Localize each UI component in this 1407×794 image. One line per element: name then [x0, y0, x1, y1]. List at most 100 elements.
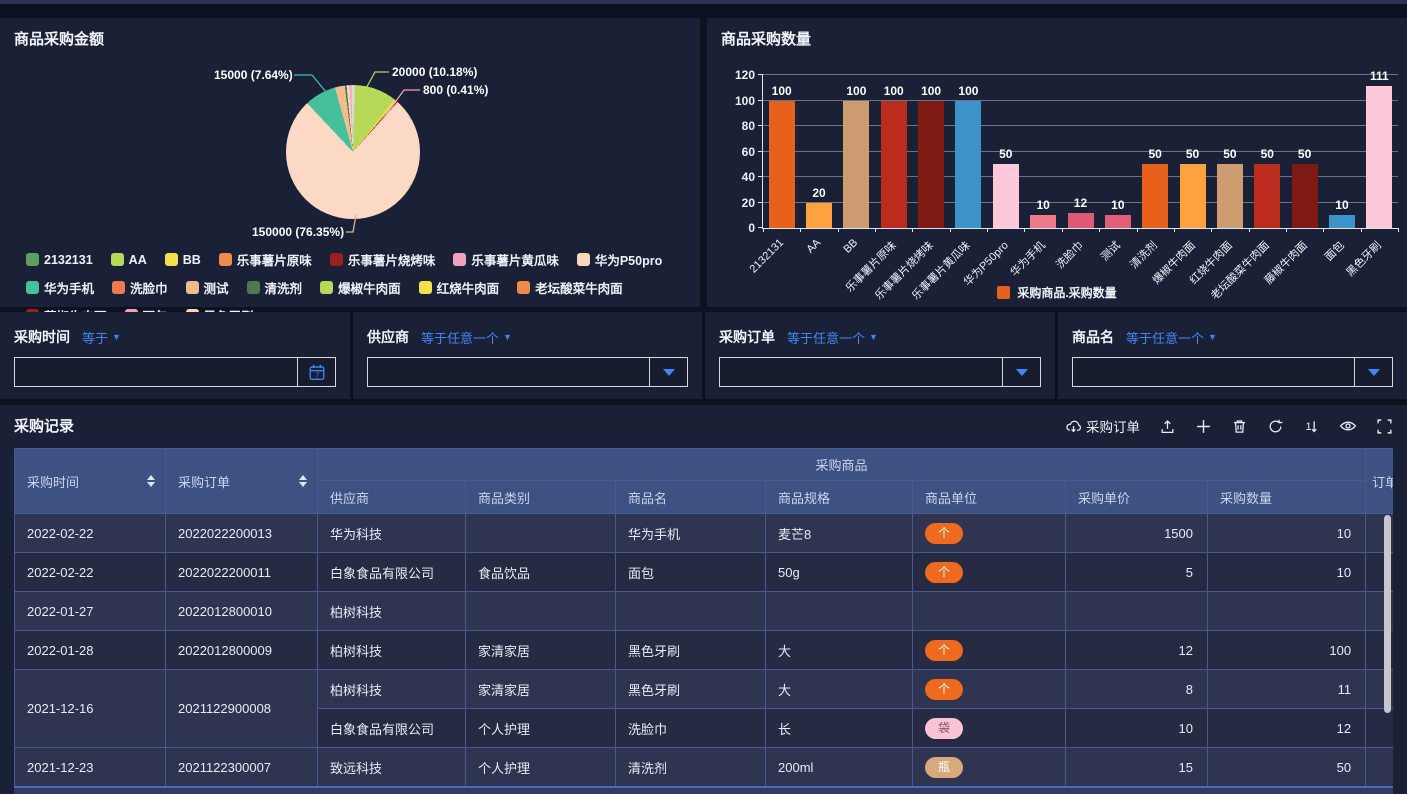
filter-operator-dropdown[interactable]: 等于任意一个 ▼: [787, 330, 878, 346]
cell-supplier: 华为科技: [317, 513, 466, 553]
svg-text:7: 7: [315, 371, 319, 380]
calendar-button[interactable]: 7: [297, 358, 335, 386]
legend-item-老坛酸菜牛肉面[interactable]: 老坛酸菜牛肉面: [517, 278, 623, 297]
export-button[interactable]: [1159, 418, 1176, 435]
cell-product-name: 面包: [615, 552, 766, 592]
sort-icon: 1: [1306, 420, 1317, 433]
table-row[interactable]: 2022-02-22 2022022200011 白象食品有限公司 食品饮品 面包 50g…: [14, 552, 1393, 592]
legend-swatch: [418, 281, 432, 294]
sub-col-header: 商品类别: [465, 480, 616, 514]
sort-toggle[interactable]: [299, 475, 307, 487]
y-axis-tick: 120: [734, 68, 755, 82]
cell-category: 个人护理: [465, 708, 616, 748]
legend-item-乐事薯片黄瓜味[interactable]: 乐事薯片黄瓜味: [453, 250, 559, 269]
cell-order-amount: [1365, 708, 1393, 748]
legend-item-乐事薯片原味[interactable]: 乐事薯片原味: [218, 250, 312, 269]
legend-item-乐事薯片烧烤味[interactable]: 乐事薯片烧烤味: [329, 250, 435, 269]
cell-category: [465, 591, 616, 631]
bar-华为手机: [1030, 215, 1057, 228]
bar-乐事薯片原味: [880, 100, 907, 228]
pie-value-label: 150000 (76.35%): [252, 225, 345, 239]
dropdown-button[interactable]: [649, 358, 687, 386]
legend-item-BB[interactable]: BB: [164, 250, 201, 269]
table-row[interactable]: 2021-12-16 2021122900008 柏树科技 家清家居 黑色牙刷大个 8 11: [14, 669, 1393, 748]
cell-date: 2022-01-27: [14, 591, 166, 631]
table-row[interactable]: 2021-12-23 2021122300007 致远科技 个人护理 清洗剂 200ml 瓶…: [14, 747, 1393, 787]
cell-category: 家清家居: [465, 669, 616, 709]
trash-icon: [1233, 419, 1246, 433]
cell-unit: 个: [912, 630, 1066, 670]
cell-price: 5: [1065, 552, 1208, 592]
bar-value-label: 20: [812, 185, 826, 200]
vertical-scrollbar[interactable]: [1384, 515, 1391, 713]
cell-unit: 个: [912, 513, 1066, 553]
unit-badge: 瓶: [925, 756, 963, 778]
col-group-header: 采购商品: [316, 448, 1367, 481]
purchase-order-link[interactable]: 采购订单: [1065, 416, 1140, 436]
table-toolbar: 采购订单: [1065, 416, 1393, 436]
purchase-table-body: 2022-02-22 2022022200013 华为科技 华为手机 麦芒8 个 1500 1…: [14, 513, 1393, 787]
bar-value-label: 100: [921, 83, 942, 98]
cell-qty: 50: [1206, 747, 1367, 787]
filter-operator-dropdown[interactable]: 等于任意一个 ▼: [421, 330, 512, 346]
legend-swatch: [218, 253, 232, 266]
cell-product-name: 清洗剂: [615, 747, 766, 787]
dropdown-button[interactable]: [1354, 358, 1392, 386]
cell-price: 10: [1065, 708, 1208, 748]
legend-item-清洗剂[interactable]: 清洗剂: [246, 278, 302, 297]
sub-col-header: 商品名: [615, 480, 766, 514]
bar-藤椒牛肉面: [1291, 164, 1318, 228]
bar-value-label: 111: [1369, 69, 1389, 84]
cell-product-name: 洗脸巾: [615, 708, 766, 748]
visibility-button[interactable]: [1339, 417, 1357, 435]
cell-price: 12: [1065, 630, 1208, 670]
purchase-table: 采购时间 采购订单 采购商品 订单 供应商商品类别商品名商品规格商品单位采购单价…: [14, 448, 1393, 787]
dropdown-button[interactable]: [1002, 358, 1040, 386]
cell-unit: [912, 591, 1066, 631]
cell-order: 2022012800010: [165, 591, 318, 631]
table-row[interactable]: 白象食品有限公司 个人护理 洗脸巾长袋 10 12: [15, 708, 1393, 748]
supplier-select[interactable]: [367, 357, 688, 387]
legend-item-华为P50pro[interactable]: 华为P50pro: [576, 250, 662, 269]
bar-panel-title: 商品采购数量: [721, 31, 812, 48]
table-row[interactable]: 2022-01-28 2022012800009 柏树科技 家清家居 黑色牙刷大个 12 1…: [14, 630, 1393, 670]
cell-product-name: [615, 591, 766, 631]
chevron-down-icon: ▼: [869, 332, 878, 342]
bar-chart-legend[interactable]: 采购商品.采购数量: [707, 284, 1407, 301]
add-button[interactable]: [1195, 418, 1212, 435]
legend-item-华为手机[interactable]: 华为手机: [26, 278, 94, 297]
legend-item-洗脸巾[interactable]: 洗脸巾: [112, 278, 168, 297]
fullscreen-button[interactable]: [1376, 418, 1393, 435]
table-row[interactable]: 2022-01-27 2022012800010 柏树科技: [14, 591, 1393, 631]
cell-qty: 10: [1206, 552, 1367, 592]
bar-value-label: 10: [1335, 198, 1349, 213]
legend-item-红烧牛肉面[interactable]: 红烧牛肉面: [418, 278, 499, 297]
caret-down-icon: [1367, 368, 1380, 376]
filter-purchase-order: 采购订单 等于任意一个 ▼: [705, 312, 1055, 399]
filter-operator-dropdown[interactable]: 等于 ▼: [82, 330, 121, 346]
product-select[interactable]: [1072, 357, 1393, 387]
y-axis-tick: 80: [741, 119, 755, 133]
legend-item-2132131[interactable]: 2132131: [26, 250, 93, 269]
table-title: 采购记录: [14, 418, 75, 435]
cell-unit: 袋: [912, 708, 1066, 748]
sort-button[interactable]: 1: [1303, 418, 1320, 435]
legend-item-爆椒牛肉面[interactable]: 爆椒牛肉面: [320, 278, 401, 297]
date-input[interactable]: 7: [14, 357, 336, 387]
delete-button[interactable]: [1231, 418, 1248, 435]
cell-qty: 100: [1206, 630, 1367, 670]
legend-item-测试[interactable]: 测试: [185, 278, 229, 297]
bar-测试: [1104, 215, 1131, 228]
sort-toggle[interactable]: [147, 475, 155, 487]
bar-BB: [843, 100, 870, 228]
order-select[interactable]: [719, 357, 1041, 387]
refresh-button[interactable]: [1267, 418, 1284, 435]
caret-down-icon: [1015, 368, 1028, 376]
cell-date: 2021-12-16: [14, 669, 166, 748]
filter-operator-dropdown[interactable]: 等于任意一个 ▼: [1126, 330, 1217, 346]
cell-order: 2022022200013: [165, 513, 318, 553]
cell-unit: 个: [912, 669, 1066, 709]
legend-item-AA[interactable]: AA: [110, 250, 147, 269]
legend-swatch: [246, 281, 260, 294]
table-row[interactable]: 2022-02-22 2022022200013 华为科技 华为手机 麦芒8 个 1500 1…: [14, 513, 1393, 553]
